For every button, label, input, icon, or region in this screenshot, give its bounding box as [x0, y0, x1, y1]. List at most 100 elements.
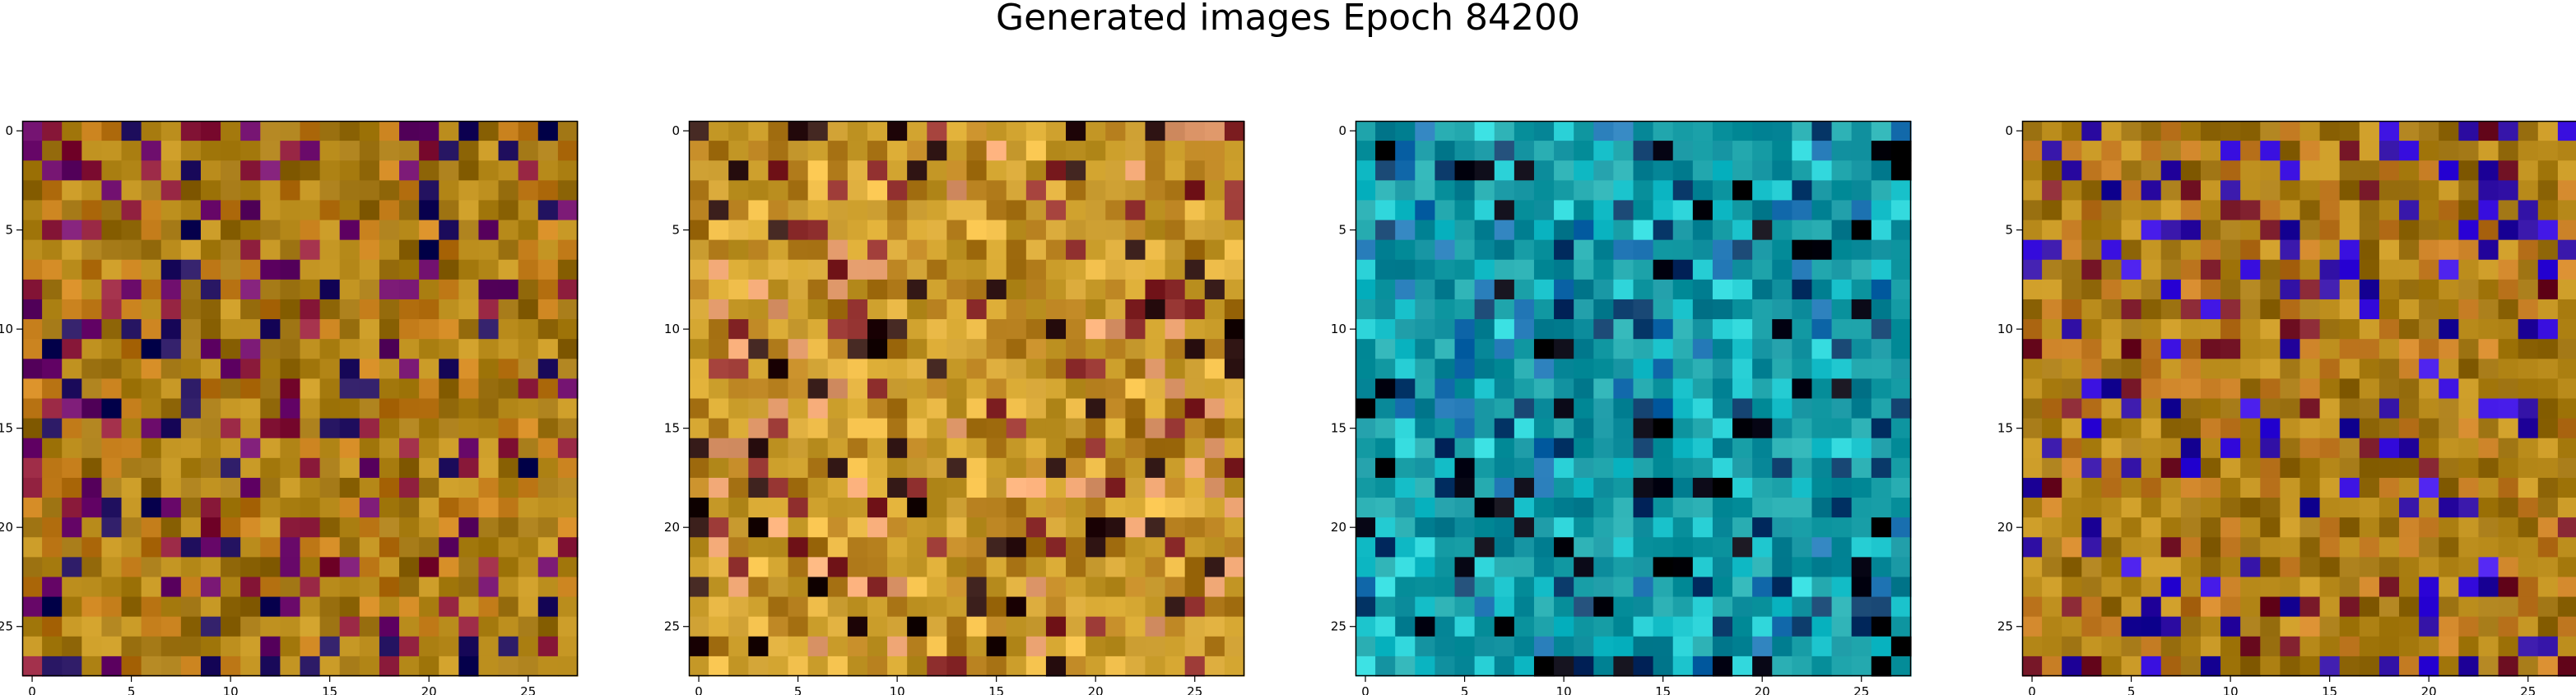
pixel-cell	[1712, 438, 1733, 459]
pixel-cell	[2419, 239, 2439, 261]
pixel-cell	[1613, 636, 1634, 657]
pixel-cell	[557, 180, 579, 202]
pixel-cell	[1395, 180, 1416, 202]
pixel-cell	[986, 220, 1007, 241]
pixel-cell	[379, 239, 400, 261]
pixel-cell	[807, 418, 829, 439]
pixel-cell	[1025, 498, 1047, 518]
pixel-cell	[478, 457, 500, 479]
pixel-cell	[2299, 418, 2321, 439]
y-tick-label: 5	[1338, 223, 1346, 238]
pixel-cell	[1890, 319, 1912, 340]
pixel-cell	[180, 616, 202, 637]
pixel-cell	[458, 299, 480, 320]
pixel-cell	[22, 656, 43, 677]
pixel-cell	[748, 220, 770, 241]
pixel-cell	[22, 239, 43, 261]
pixel-cell	[887, 517, 908, 538]
pixel-cell	[1395, 438, 1416, 459]
pixel-cell	[359, 656, 380, 677]
pixel-cell	[1086, 180, 1106, 202]
pixel-cell	[2062, 616, 2082, 637]
pixel-cell	[847, 180, 868, 202]
pixel-cell	[807, 656, 829, 677]
pixel-cell	[748, 180, 770, 202]
pixel-cell	[2062, 180, 2082, 202]
pixel-cell	[1811, 200, 1833, 221]
pixel-cell	[1613, 596, 1634, 618]
pixel-cell	[319, 279, 341, 300]
pixel-cell	[1105, 359, 1126, 379]
pixel-cell	[1633, 616, 1654, 637]
pixel-cell	[2280, 457, 2301, 479]
pixel-cell	[827, 141, 849, 161]
pixel-cell	[1712, 596, 1733, 618]
pixel-cell	[160, 418, 182, 439]
pixel-cell	[1593, 359, 1614, 379]
pixel-cell	[1712, 319, 1733, 340]
pixel-cell	[1732, 636, 1753, 657]
pixel-cell	[768, 418, 789, 439]
pixel-cell	[2260, 636, 2281, 657]
pixel-cell	[101, 398, 123, 419]
pixel-cell	[419, 498, 439, 518]
pixel-cell	[1434, 596, 1456, 618]
pixel-cell	[1831, 378, 1853, 400]
pixel-cell	[1395, 577, 1416, 598]
pixel-cell	[1045, 141, 1067, 161]
pixel-cell	[399, 220, 420, 241]
pixel-cell	[2518, 239, 2539, 261]
x-tick-label: 20	[421, 684, 437, 695]
pixel-cell	[2121, 418, 2142, 439]
pixel-cell	[2160, 517, 2182, 538]
pixel-cell	[2557, 141, 2576, 161]
pixel-cell	[1045, 498, 1067, 518]
pixel-cell	[907, 259, 928, 280]
pixel-cell	[1474, 121, 1495, 141]
pixel-cell	[1355, 477, 1376, 498]
pixel-cell	[927, 359, 947, 379]
pixel-cell	[768, 557, 789, 578]
pixel-cell	[42, 498, 63, 518]
pixel-cell	[2240, 200, 2261, 221]
pixel-cell	[339, 577, 360, 598]
pixel-cell	[887, 180, 908, 202]
pixel-cell	[319, 319, 341, 340]
pixel-cell	[478, 477, 500, 498]
pixel-cell	[42, 577, 63, 598]
pixel-cell	[1653, 239, 1674, 261]
pixel-cell	[22, 418, 43, 439]
pixel-cell	[2518, 259, 2539, 280]
pixel-cell	[946, 121, 968, 141]
pixel-cell	[1494, 498, 1515, 518]
pixel-cell	[280, 239, 301, 261]
pixel-cell	[2121, 498, 2142, 518]
pixel-cell	[2319, 498, 2341, 518]
pixel-cell	[2200, 398, 2221, 419]
pixel-cell	[62, 259, 82, 280]
pixel-cell	[1554, 557, 1574, 578]
pixel-cell	[1184, 477, 1206, 498]
pixel-cell	[240, 259, 261, 280]
pixel-cell	[986, 378, 1007, 400]
x-tick-label: 25	[2520, 684, 2536, 695]
pixel-cell	[1395, 477, 1416, 498]
pixel-cell	[319, 141, 341, 161]
pixel-cell	[1086, 220, 1106, 241]
pixel-cell	[1514, 636, 1535, 657]
pixel-cell	[907, 517, 928, 538]
pixel-cell	[709, 160, 729, 181]
pixel-cell	[1653, 220, 1674, 241]
pixel-cell	[1692, 537, 1713, 558]
pixel-cell	[1086, 339, 1106, 359]
pixel-cell	[121, 160, 142, 181]
pixel-cell	[847, 398, 868, 419]
pixel-cell	[1204, 141, 1225, 161]
pixel-cell	[280, 339, 301, 359]
pixel-cell	[1165, 319, 1186, 340]
pixel-cell	[2299, 359, 2321, 379]
pixel-cell	[240, 319, 261, 340]
pixel-cell	[458, 200, 480, 221]
pixel-cell	[1086, 418, 1106, 439]
pixel-cell	[1514, 220, 1535, 241]
